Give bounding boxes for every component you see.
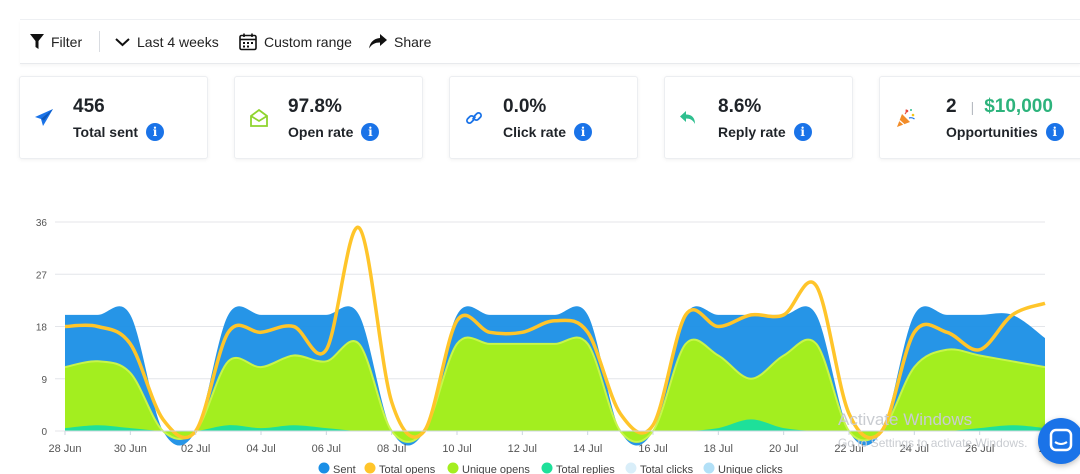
legend-marker — [318, 462, 330, 474]
kpi-card-opportunities: 2 | $10,000 Opportunities i — [879, 76, 1080, 159]
party-popper-icon — [897, 109, 915, 127]
share-button[interactable]: Share — [369, 20, 431, 63]
top-divider — [20, 19, 1080, 20]
custom-range-label: Custom range — [264, 33, 352, 50]
kpi-label-row: Reply rate i — [718, 123, 812, 141]
kpi-card-open-rate: 97.8% Open rate i — [234, 76, 423, 159]
y-tick-label: 0 — [41, 427, 47, 438]
kpi-label: Reply rate — [718, 124, 786, 140]
x-tick-label: 14 Jul — [573, 443, 602, 455]
kpi-label: Total sent — [73, 124, 139, 140]
reply-arrow-icon — [680, 111, 695, 124]
chevron-down-icon — [115, 37, 130, 46]
legend-label: Total opens — [379, 464, 436, 474]
x-tick-label: 28 Jun — [48, 443, 81, 455]
kpi-value: 8.6% — [718, 96, 762, 117]
link-icon — [466, 112, 482, 124]
calendar-icon — [239, 33, 257, 50]
kpi-value: 0.0% — [503, 96, 547, 117]
filter-icon — [30, 33, 44, 49]
x-tick-label: 10 Jul — [442, 443, 471, 455]
kpi-value: 456 — [73, 96, 105, 117]
share-label: Share — [394, 33, 432, 50]
kpi-card-total-sent: 456 Total sent i — [19, 76, 208, 159]
x-tick-label: 06 Jul — [312, 443, 341, 455]
period-dropdown[interactable]: Last 4 weeks — [115, 20, 219, 63]
paper-plane-icon — [35, 109, 53, 126]
kpi-card-click-rate: 0.0% Click rate i — [449, 76, 638, 159]
legend-marker — [541, 462, 553, 474]
y-tick-label: 9 — [41, 375, 47, 386]
x-tick-label: 30 Jun — [114, 443, 147, 455]
share-arrow-icon — [369, 34, 387, 49]
legend-label: Unique clicks — [718, 464, 783, 474]
kpi-card-reply-rate: 8.6% Reply rate i — [664, 76, 853, 159]
filter-label: Filter — [51, 33, 83, 50]
x-tick-label: 22 Jul — [834, 443, 863, 455]
open-envelope-icon — [250, 108, 268, 127]
kpi-label: Click rate — [503, 124, 567, 140]
info-icon[interactable]: i — [146, 123, 165, 141]
y-tick-label: 18 — [36, 323, 48, 334]
info-icon[interactable]: i — [793, 123, 812, 141]
y-tick-label: 36 — [36, 218, 48, 229]
legend-label: Total replies — [556, 464, 615, 474]
area-total-replies — [65, 419, 1045, 432]
toolbar-separator — [99, 31, 100, 52]
legend-label: Unique opens — [462, 464, 530, 474]
x-tick-label: 26 Jul — [965, 443, 994, 455]
kpi-label: Opportunities — [946, 124, 1038, 140]
x-tick-label: 04 Jul — [246, 443, 275, 455]
chat-support-button[interactable] — [1038, 418, 1080, 464]
area-unique-opens — [65, 337, 1045, 442]
kpi-label-row: Click rate i — [503, 123, 593, 141]
kpi-label-row: Opportunities i — [946, 123, 1064, 141]
legend-marker — [364, 462, 376, 474]
y-tick-label: 27 — [36, 270, 48, 281]
x-tick-label: 02 Jul — [181, 443, 210, 455]
legend-marker — [625, 462, 637, 474]
info-icon[interactable]: i — [361, 123, 380, 141]
custom-range-button[interactable]: Custom range — [239, 20, 352, 63]
period-label: Last 4 weeks — [137, 33, 219, 50]
kpi-label-row: Open rate i — [288, 123, 380, 141]
kpi-value: 2 — [946, 96, 957, 117]
info-icon[interactable]: i — [1045, 123, 1064, 141]
kpi-value-row: 2 | $10,000 — [946, 96, 1053, 118]
line-total-opens — [64, 226, 1046, 440]
info-icon[interactable]: i — [574, 123, 593, 141]
value-separator: | — [970, 99, 975, 115]
opportunity-money: $10,000 — [984, 96, 1053, 117]
x-tick-label: 08 Jul — [377, 443, 406, 455]
campaign-analytics-chart: 0 9 18 27 36 28 Jun 30 Jun 02 Jul 04 Jul 06 Jul 08… — [36, 218, 1051, 474]
legend-label: Sent — [333, 464, 356, 474]
x-tick-label: 18 Jul — [704, 443, 733, 455]
x-tick-label: 24 Jul — [900, 443, 929, 455]
kpi-label-row: Total sent i — [73, 123, 165, 141]
x-tick-label: 16 Jul — [638, 443, 667, 455]
legend-marker — [447, 462, 459, 474]
chat-icon — [1049, 428, 1073, 452]
legend-label: Total clicks — [640, 464, 694, 474]
kpi-label: Open rate — [288, 124, 354, 140]
x-tick-label: 20 Jul — [769, 443, 798, 455]
filter-button[interactable]: Filter — [30, 20, 82, 63]
toolbar: Filter Last 4 weeks Custom range Share — [20, 20, 1080, 64]
kpi-value: 97.8% — [288, 96, 342, 117]
legend-marker — [703, 462, 715, 474]
x-tick-label: 12 Jul — [508, 443, 537, 455]
